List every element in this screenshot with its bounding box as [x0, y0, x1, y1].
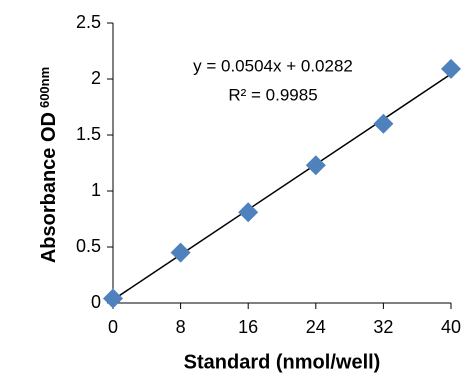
x-tick-label: 32 [373, 317, 393, 337]
x-tick-label: 40 [441, 317, 461, 337]
y-tick-label: 2.5 [76, 12, 101, 32]
y-tick-label: 1.5 [76, 124, 101, 144]
x-tick-label: 16 [238, 317, 258, 337]
data-point [103, 288, 123, 309]
y-axis-title-subscript: 600nm [37, 67, 52, 108]
r-squared: R² = 0.9985 [228, 85, 317, 104]
data-point [305, 155, 326, 176]
y-tick-label: 0.5 [76, 236, 101, 256]
x-tick-label: 0 [108, 317, 118, 337]
x-tick-label: 24 [306, 317, 326, 337]
data-point [373, 113, 394, 134]
y-tick-label: 2 [91, 68, 101, 88]
trendline [112, 73, 452, 301]
y-axis-title: Absorbance OD 600nm [37, 67, 60, 263]
data-point [441, 58, 461, 79]
data-point [170, 242, 191, 263]
y-axis-title-main: Absorbance OD [38, 112, 60, 263]
y-tick-label: 1 [91, 180, 101, 200]
data-point [238, 202, 259, 223]
y-tick-label: 0 [91, 292, 101, 312]
trendline-equation: y = 0.0504x + 0.0282 [193, 56, 353, 75]
x-axis-title: Standard (nmol/well) [184, 351, 381, 373]
x-tick-label: 8 [176, 317, 186, 337]
